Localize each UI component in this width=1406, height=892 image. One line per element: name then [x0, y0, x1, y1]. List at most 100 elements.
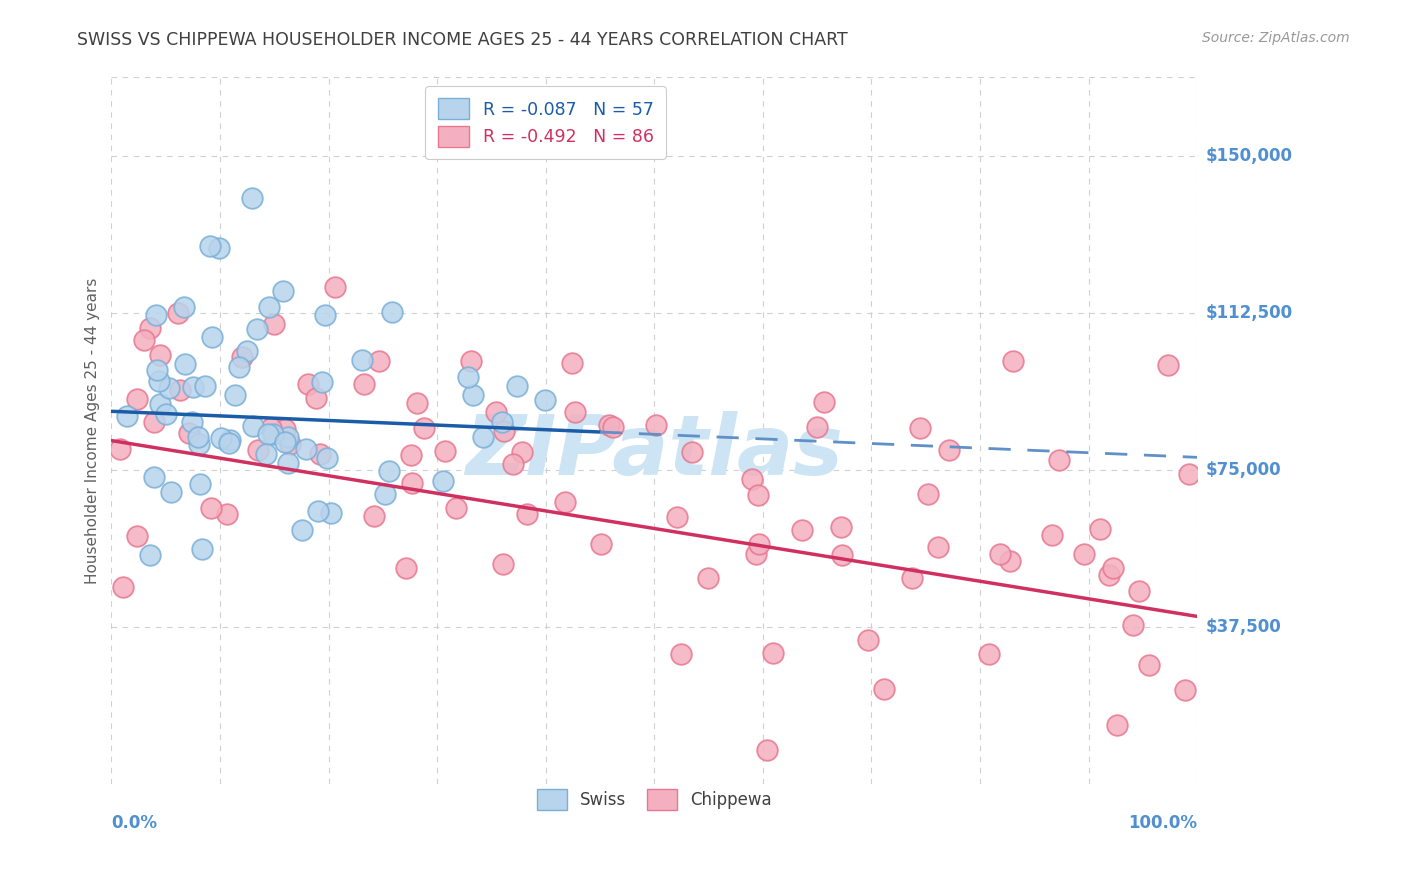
Point	[181, 379, 204, 393]
Point	[307, 504, 329, 518]
Point	[831, 548, 853, 562]
Point	[200, 501, 222, 516]
Point	[169, 383, 191, 397]
Point	[146, 363, 169, 377]
Point	[111, 580, 134, 594]
Point	[304, 391, 326, 405]
Text: 100.0%: 100.0%	[1128, 814, 1197, 832]
Point	[1102, 561, 1125, 575]
Text: $112,500: $112,500	[1205, 304, 1292, 322]
Point	[873, 681, 896, 696]
Point	[988, 548, 1011, 562]
Point	[228, 359, 250, 374]
Point	[401, 449, 423, 463]
Point	[363, 508, 385, 523]
Point	[274, 435, 297, 450]
Point	[194, 379, 217, 393]
Point	[294, 442, 316, 457]
Point	[492, 558, 515, 572]
Point	[900, 571, 922, 585]
Point	[277, 429, 299, 443]
Point	[681, 445, 703, 459]
Point	[401, 475, 423, 490]
Point	[174, 357, 197, 371]
Point	[1157, 358, 1180, 372]
Point	[187, 437, 209, 451]
Point	[257, 427, 280, 442]
Point	[254, 447, 277, 461]
Point	[177, 425, 200, 440]
Point	[554, 495, 576, 509]
Point	[219, 433, 242, 447]
Point	[1040, 527, 1063, 541]
Point	[378, 464, 401, 478]
Point	[134, 333, 156, 347]
Point	[1107, 717, 1129, 731]
Text: Source: ZipAtlas.com: Source: ZipAtlas.com	[1202, 31, 1350, 45]
Point	[645, 418, 668, 433]
Point	[856, 632, 879, 647]
Point	[353, 377, 375, 392]
Point	[813, 394, 835, 409]
Point	[1002, 354, 1025, 368]
Point	[314, 308, 336, 322]
Point	[412, 421, 434, 435]
Text: 0.0%: 0.0%	[111, 814, 157, 832]
Point	[325, 280, 347, 294]
Point	[273, 285, 295, 299]
Point	[187, 430, 209, 444]
Point	[745, 548, 768, 562]
Point	[188, 477, 211, 491]
Point	[502, 458, 524, 472]
Point	[277, 456, 299, 470]
Point	[260, 421, 283, 435]
Point	[460, 353, 482, 368]
Point	[1137, 657, 1160, 672]
Point	[167, 306, 190, 320]
Point	[160, 485, 183, 500]
Point	[1073, 547, 1095, 561]
Point	[274, 422, 297, 436]
Point	[110, 442, 132, 456]
Point	[262, 427, 284, 442]
Text: ZIPatlas: ZIPatlas	[465, 411, 844, 492]
Point	[242, 191, 264, 205]
Point	[1047, 453, 1070, 467]
Point	[155, 407, 177, 421]
Point	[149, 397, 172, 411]
Point	[139, 320, 162, 334]
Point	[278, 437, 301, 451]
Point	[669, 647, 692, 661]
Point	[315, 451, 337, 466]
Point	[395, 561, 418, 575]
Point	[148, 374, 170, 388]
Point	[510, 445, 533, 459]
Point	[115, 409, 138, 424]
Point	[747, 488, 769, 502]
Point	[1128, 584, 1150, 599]
Point	[235, 343, 257, 358]
Point	[1000, 554, 1022, 568]
Point	[319, 506, 342, 520]
Point	[1122, 618, 1144, 632]
Point	[209, 431, 232, 445]
Point	[457, 369, 479, 384]
Point	[143, 415, 166, 429]
Point	[434, 444, 457, 458]
Point	[591, 537, 613, 551]
Point	[938, 442, 960, 457]
Point	[492, 425, 515, 439]
Point	[374, 486, 396, 500]
Point	[157, 381, 180, 395]
Point	[471, 430, 494, 444]
Point	[1098, 568, 1121, 582]
Point	[242, 418, 264, 433]
Point	[180, 415, 202, 429]
Point	[1174, 683, 1197, 698]
Point	[1178, 467, 1201, 481]
Point	[217, 508, 239, 522]
Y-axis label: Householder Income Ages 25 - 44 years: Householder Income Ages 25 - 44 years	[86, 277, 100, 584]
Point	[352, 353, 374, 368]
Legend: Swiss, Chippewa: Swiss, Chippewa	[529, 780, 780, 818]
Point	[257, 300, 280, 314]
